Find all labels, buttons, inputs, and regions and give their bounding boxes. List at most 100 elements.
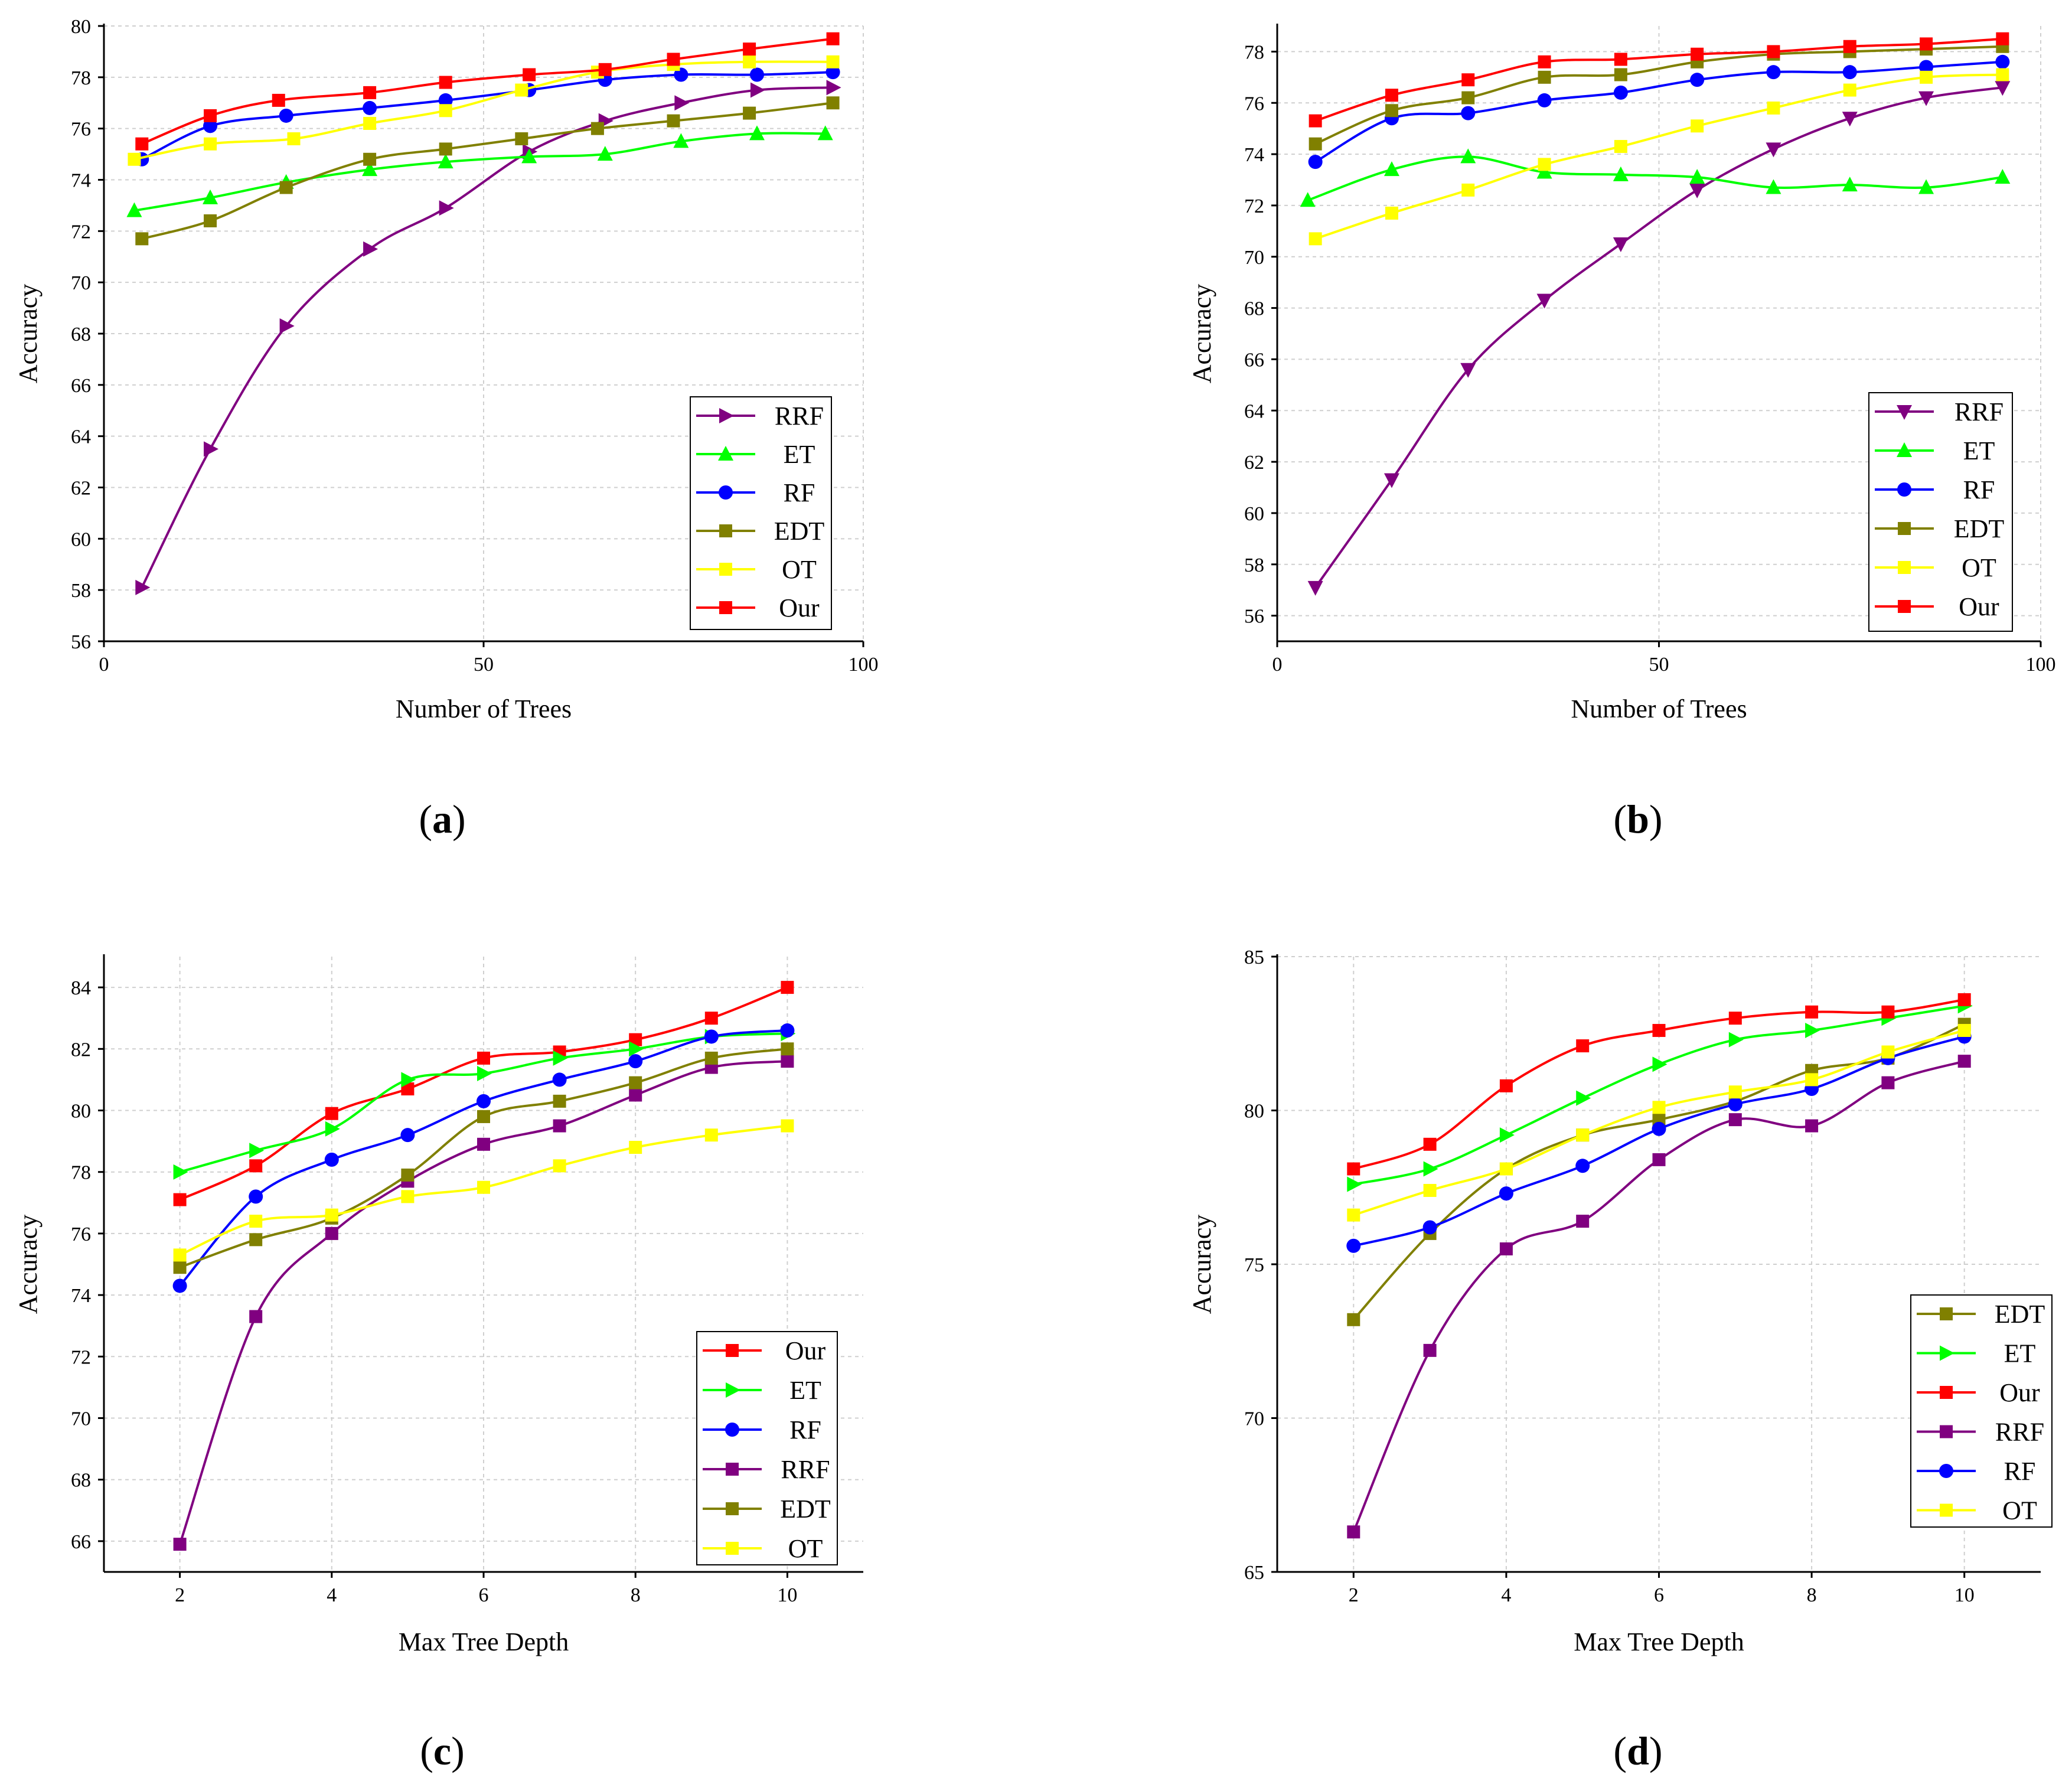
y-tick-label: 70 bbox=[1244, 1408, 1264, 1430]
legend-marker bbox=[726, 1382, 740, 1398]
data-point bbox=[1805, 1073, 1819, 1087]
data-point bbox=[553, 1159, 566, 1173]
legend-item: ET bbox=[696, 440, 815, 469]
data-point bbox=[401, 1168, 415, 1182]
data-point bbox=[477, 1137, 490, 1151]
series-line bbox=[1314, 86, 2003, 588]
x-axis-label: Max Tree Depth bbox=[399, 1627, 569, 1656]
legend-marker bbox=[1897, 405, 1912, 420]
data-point bbox=[1499, 1079, 1513, 1092]
data-point bbox=[1842, 65, 1857, 80]
data-point bbox=[1689, 183, 1705, 198]
data-point bbox=[817, 125, 833, 141]
data-point bbox=[590, 122, 604, 135]
data-point bbox=[363, 86, 377, 99]
data-point bbox=[1308, 155, 1323, 169]
data-point bbox=[401, 1190, 415, 1203]
data-point bbox=[704, 1128, 718, 1142]
y-tick-label: 78 bbox=[71, 1162, 91, 1184]
data-point bbox=[1614, 140, 1627, 154]
data-point bbox=[477, 1180, 490, 1194]
series-our bbox=[135, 32, 840, 151]
legend-box bbox=[1868, 392, 2013, 632]
data-point bbox=[1652, 1153, 1666, 1166]
data-point bbox=[1576, 1090, 1591, 1106]
x-tick-label: 10 bbox=[777, 1584, 797, 1606]
legend-item: EDT bbox=[1917, 1300, 2045, 1329]
y-tick-label: 66 bbox=[71, 1531, 91, 1553]
data-point bbox=[1767, 101, 1780, 115]
data-point bbox=[1919, 60, 1934, 74]
series-rrf bbox=[1307, 81, 2011, 596]
legend-label: RF bbox=[784, 478, 815, 507]
y-tick-label: 74 bbox=[1244, 144, 1264, 166]
data-point bbox=[1652, 1056, 1668, 1072]
data-point bbox=[126, 202, 142, 217]
data-point bbox=[1881, 1076, 1895, 1089]
y-tick-label: 70 bbox=[71, 1408, 91, 1430]
panel-label-letter: a bbox=[432, 797, 452, 841]
y-tick-label: 74 bbox=[71, 170, 91, 192]
y-tick-label: 82 bbox=[71, 1039, 91, 1061]
legend-item: OT bbox=[1917, 1496, 2037, 1525]
legend-label: Our bbox=[785, 1336, 826, 1365]
data-point bbox=[826, 55, 840, 68]
data-point bbox=[1300, 192, 1316, 207]
data-point bbox=[1347, 1162, 1360, 1176]
x-tick-label: 100 bbox=[2026, 654, 2056, 676]
x-tick-label: 50 bbox=[1649, 654, 1669, 676]
x-tick-label: 10 bbox=[1954, 1584, 1975, 1606]
data-point bbox=[1996, 32, 2009, 45]
series-ot bbox=[1347, 1024, 1971, 1222]
series-line bbox=[1314, 60, 2003, 163]
data-point bbox=[1957, 1024, 1971, 1038]
series-line bbox=[141, 37, 833, 145]
data-point bbox=[477, 1051, 490, 1065]
y-tick-label: 56 bbox=[71, 631, 91, 653]
data-point bbox=[477, 1094, 491, 1108]
data-point bbox=[667, 53, 680, 66]
legend-label: Our bbox=[1999, 1378, 2040, 1407]
legend-label: RF bbox=[2004, 1457, 2036, 1486]
series-line bbox=[178, 1060, 788, 1545]
y-tick-label: 72 bbox=[71, 1346, 91, 1368]
legend-item: RF bbox=[703, 1415, 821, 1444]
data-point bbox=[1385, 89, 1398, 102]
data-point bbox=[704, 1051, 718, 1065]
data-point bbox=[362, 161, 378, 177]
legend: RRF ET RF EDT OT Our bbox=[690, 396, 832, 630]
legend-box bbox=[1910, 1294, 2053, 1528]
legend-label: RRF bbox=[1995, 1418, 2044, 1447]
data-point bbox=[249, 1310, 263, 1323]
data-point bbox=[1766, 65, 1781, 80]
legend-item: RRF bbox=[703, 1455, 830, 1484]
y-tick-label: 74 bbox=[71, 1285, 91, 1307]
series-our bbox=[173, 981, 794, 1206]
legend-item: Our bbox=[1917, 1378, 2040, 1407]
y-tick-label: 66 bbox=[1244, 349, 1264, 371]
data-point bbox=[173, 1193, 187, 1206]
legend-marker bbox=[719, 601, 732, 614]
data-point bbox=[1728, 1113, 1742, 1127]
data-point bbox=[1460, 363, 1476, 378]
data-point bbox=[204, 441, 219, 457]
data-point bbox=[1728, 1012, 1742, 1025]
legend-label: OT bbox=[788, 1534, 823, 1563]
data-point bbox=[1423, 1343, 1437, 1357]
legend-box bbox=[696, 1331, 838, 1565]
panel-label-open: ( bbox=[1613, 1728, 1627, 1773]
data-point bbox=[204, 109, 217, 122]
data-point bbox=[1307, 580, 1323, 596]
legend-marker bbox=[726, 1502, 739, 1515]
data-point bbox=[1918, 91, 1934, 106]
y-tick-label: 58 bbox=[71, 580, 91, 602]
series-ot bbox=[1309, 68, 2009, 246]
series-edt bbox=[135, 96, 840, 246]
data-point bbox=[749, 67, 764, 82]
data-point bbox=[1499, 1242, 1513, 1255]
series-line bbox=[134, 60, 833, 161]
x-tick-label: 100 bbox=[849, 654, 879, 676]
data-point bbox=[750, 82, 765, 98]
legend-marker bbox=[719, 485, 733, 500]
panel-label-close: ) bbox=[452, 797, 466, 841]
